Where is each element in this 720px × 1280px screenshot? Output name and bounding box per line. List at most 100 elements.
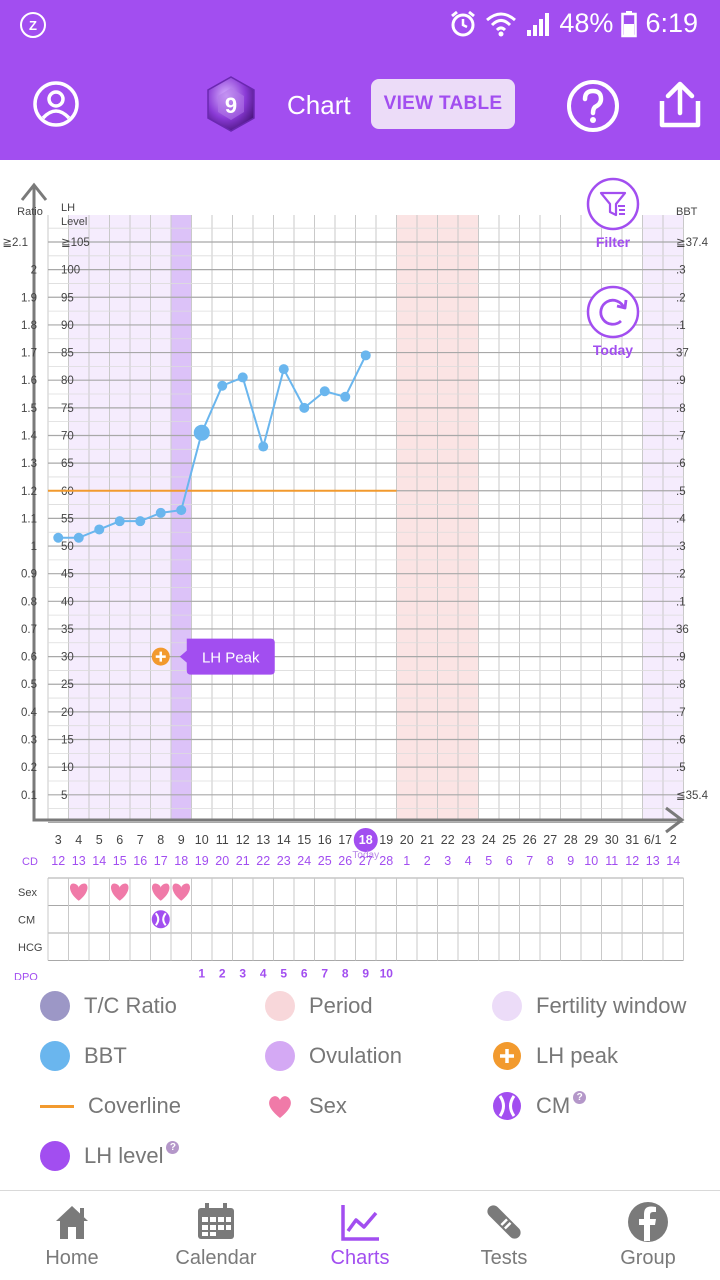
bbt-tick: 36 — [676, 624, 689, 636]
cd-value: 9 — [567, 854, 574, 868]
sex-heart-icon — [69, 883, 88, 901]
legend-label: Coverline — [88, 1093, 181, 1118]
bbt-point[interactable] — [299, 402, 310, 413]
cm-icon — [493, 1092, 521, 1120]
tab-group[interactable]: Group — [576, 1191, 720, 1280]
dpo-value: 6 — [301, 967, 308, 981]
ratio-tick: 1.1 — [21, 513, 37, 525]
bbt-point[interactable] — [237, 372, 248, 383]
cd-value: 28 — [379, 854, 393, 868]
wifi-icon — [486, 12, 517, 36]
lh-tick: 20 — [61, 707, 74, 719]
today-date-marker[interactable] — [353, 828, 378, 852]
date-label: 5 — [96, 833, 103, 847]
ovulation-band — [171, 215, 192, 820]
bottom-navigation: Home Calendar Charts Tests Group — [0, 1190, 720, 1280]
cm-help-icon[interactable]: ? — [573, 1090, 587, 1104]
bbt-point[interactable] — [114, 516, 125, 527]
lh-peak-label: LH Peak — [202, 650, 260, 667]
bbt-point[interactable] — [193, 424, 210, 441]
share-icon — [659, 81, 701, 128]
date-label: 31 — [625, 833, 639, 847]
date-label: 3 — [55, 833, 62, 847]
bbt-tick: .8 — [676, 403, 686, 415]
dpo-value: 7 — [321, 967, 328, 981]
cd-value: 24 — [297, 854, 311, 868]
bbt-point[interactable] — [176, 505, 187, 516]
row-label-sex: Sex — [18, 887, 37, 899]
today-button[interactable]: Today — [586, 285, 640, 358]
dpo-value: 2 — [219, 967, 226, 981]
bbt-point[interactable] — [360, 350, 371, 361]
bbt-point[interactable] — [217, 380, 228, 391]
ratio-tick: 0.3 — [21, 735, 37, 747]
bbt-swatch — [40, 1041, 70, 1071]
calendar-icon — [198, 1203, 234, 1239]
bbt-point[interactable] — [258, 441, 269, 452]
lh-axis-title: LH — [61, 202, 75, 214]
tab-home[interactable]: Home — [0, 1191, 144, 1280]
tab-charts[interactable]: Charts — [288, 1191, 432, 1280]
lh-tick: 80 — [61, 375, 74, 387]
view-table-button[interactable]: VIEW TABLE — [371, 79, 515, 129]
sex-heart-icon — [110, 883, 129, 901]
lh-tick: 65 — [61, 458, 74, 470]
help-button[interactable] — [565, 78, 620, 133]
dice-gem-badge[interactable]: 9 — [204, 74, 258, 134]
bbt-point[interactable] — [73, 532, 84, 543]
bbt-point[interactable] — [94, 524, 105, 535]
bbt-point[interactable] — [155, 507, 166, 518]
tab-calendar[interactable]: Calendar — [144, 1191, 288, 1280]
bbt-point[interactable] — [135, 516, 146, 527]
ratio-tick: 1.5 — [21, 403, 37, 415]
ratio-tick: 1.2 — [21, 486, 37, 498]
bbt-line — [58, 354, 367, 539]
tab-tests[interactable]: Tests — [432, 1191, 576, 1280]
bbt-point[interactable] — [53, 532, 64, 543]
bbt-tick: .1 — [676, 596, 686, 608]
bbt-point[interactable] — [278, 364, 289, 375]
cd-value: 27 — [359, 854, 373, 868]
date-label: 23 — [461, 833, 475, 847]
date-label: 26 — [523, 833, 537, 847]
legend-period: Period — [265, 986, 373, 1026]
date-label: 15 — [297, 833, 311, 847]
dpo-label: DPO — [14, 972, 38, 981]
bbt-tick: .6 — [676, 735, 686, 747]
cd-value: 5 — [485, 854, 492, 868]
bbt-tick: .1 — [676, 320, 686, 332]
filter-button[interactable]: Filter — [586, 177, 640, 250]
cd-value: 20 — [215, 854, 229, 868]
status-bar: Z 48% 6:19 — [0, 0, 720, 50]
coverline-swatch — [40, 1104, 74, 1108]
cd-value: 13 — [72, 854, 86, 868]
ratio-tick: 1 — [31, 541, 37, 553]
tab-label: Tests — [480, 1247, 528, 1269]
ratio-tick: 1.9 — [21, 292, 37, 304]
cd-value: 15 — [113, 854, 127, 868]
date-label: 4 — [75, 833, 82, 847]
cd-value: 13 — [646, 854, 660, 868]
dpo-value: 10 — [380, 967, 394, 981]
lh-level-help-icon[interactable]: ? — [166, 1140, 180, 1154]
ratio-tick: ≧2.1 — [2, 237, 28, 249]
tc-ratio-swatch — [40, 991, 70, 1021]
system-icons: 48% 6:19 — [449, 8, 698, 39]
date-label: 8 — [157, 833, 164, 847]
alarm-icon — [451, 10, 476, 36]
bbt-tick: .9 — [676, 652, 686, 664]
app-bar: 9 Chart VIEW TABLE — [0, 50, 720, 160]
battery-icon — [621, 10, 638, 37]
tab-label: Group — [620, 1247, 676, 1269]
lh-peak-icon — [493, 1042, 521, 1070]
bbt-point[interactable] — [340, 391, 351, 402]
battery-percent: 48% — [559, 8, 614, 38]
date-label: 9 — [178, 833, 185, 847]
bbt-point[interactable] — [319, 386, 330, 397]
profile-button[interactable] — [30, 78, 82, 130]
app-notification-icon: Z — [20, 12, 46, 38]
legend-sex: Sex — [265, 1086, 347, 1126]
share-button[interactable] — [654, 78, 706, 130]
dpo-value: 8 — [342, 967, 349, 981]
